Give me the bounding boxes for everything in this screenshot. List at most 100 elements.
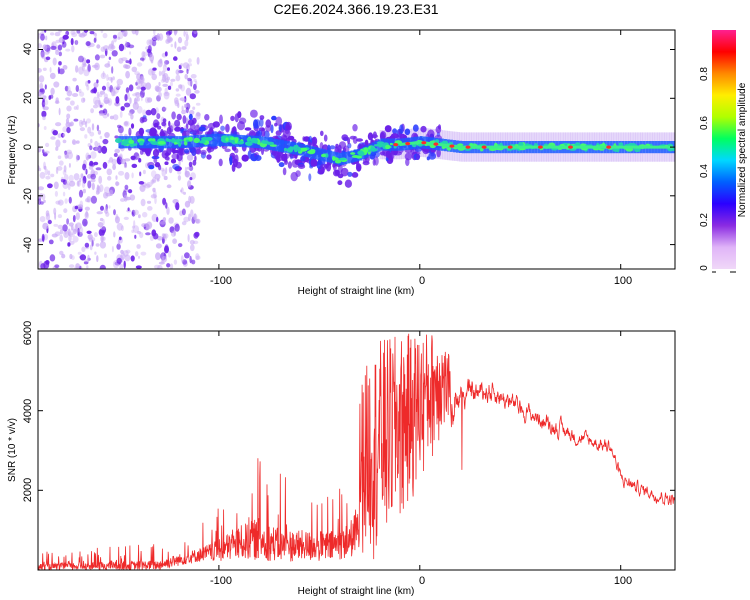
noise-speck <box>63 208 68 214</box>
spectral-blob <box>219 114 223 124</box>
noise-speck <box>38 43 42 49</box>
noise-speck <box>189 177 193 181</box>
spectral-blob <box>394 151 402 156</box>
noise-speck <box>111 245 114 253</box>
noise-speck <box>85 156 89 161</box>
noise-speck <box>68 174 74 183</box>
noise-speck <box>116 243 121 250</box>
ridge-band <box>275 139 279 152</box>
noise-speck <box>91 88 98 93</box>
noise-speck <box>41 193 46 201</box>
noise-speck <box>150 194 158 199</box>
noise-speck <box>42 115 46 121</box>
spectral-blob <box>259 115 265 120</box>
noise-speck <box>110 45 116 50</box>
noise-speck <box>102 161 108 169</box>
y-tick-label-top-40: 40 <box>22 43 34 55</box>
noise-speck <box>62 126 68 133</box>
ridge-core <box>225 137 229 142</box>
noise-speck <box>53 181 59 190</box>
noise-speck <box>43 95 47 100</box>
noise-speck <box>78 226 84 235</box>
noise-speck <box>62 34 69 40</box>
noise-speck <box>134 234 137 239</box>
noise-speck <box>92 104 99 109</box>
noise-speck <box>164 51 168 57</box>
ridge-band <box>305 144 309 158</box>
noise-speck <box>183 103 187 108</box>
noise-speck <box>99 217 104 222</box>
noise-speck <box>195 80 198 86</box>
noise-speck <box>97 130 101 135</box>
noise-speck <box>52 130 58 136</box>
noise-speck <box>161 169 166 177</box>
spectral-blob <box>290 171 298 182</box>
noise-speck <box>57 214 63 219</box>
noise-speck <box>181 46 187 50</box>
noise-speck <box>70 225 74 231</box>
noise-speck <box>166 206 170 215</box>
noise-speck <box>54 264 60 269</box>
noise-speck <box>175 88 180 92</box>
noise-speck <box>173 56 178 61</box>
noise-speck <box>58 68 65 75</box>
noise-speck <box>185 87 192 96</box>
noise-speck <box>120 158 127 165</box>
noise-speck <box>62 169 67 176</box>
ridge-core <box>198 140 206 144</box>
noise-speck <box>162 83 169 87</box>
spectral-blob <box>319 142 324 151</box>
noise-speck <box>101 145 108 154</box>
noise-speck <box>168 120 171 127</box>
noise-speck <box>104 63 111 68</box>
noise-speck <box>176 113 182 121</box>
spectral-blob <box>352 124 358 132</box>
noise-speck <box>152 34 158 41</box>
noise-speck <box>107 60 110 66</box>
noise-speck <box>156 33 160 42</box>
noise-speck <box>181 208 186 216</box>
noise-speck <box>166 263 171 268</box>
noise-speck <box>183 30 186 37</box>
spectral-blob <box>206 154 212 160</box>
noise-speck <box>125 40 128 47</box>
noise-speck <box>118 170 125 176</box>
noise-speck <box>158 70 162 77</box>
noise-speck <box>111 40 115 47</box>
noise-speck <box>55 49 60 56</box>
spectral-blob <box>161 121 167 127</box>
noise-speck <box>65 97 71 101</box>
noise-speck <box>163 91 170 100</box>
x-tick-label-bottom-0: 0 <box>419 575 425 587</box>
noise-speck <box>65 118 70 124</box>
noise-speck <box>39 92 45 99</box>
noise-speck <box>58 30 62 33</box>
noise-speck <box>62 139 67 144</box>
noise-speck <box>120 252 126 260</box>
noise-speck <box>140 86 146 91</box>
noise-speck <box>185 122 189 130</box>
ridge-band <box>317 147 321 160</box>
spectral-blob <box>139 149 144 155</box>
spectrogram-panel: -100 0 100 -40 -20 0 20 40 Height of str… <box>7 29 676 297</box>
noise-speck <box>182 259 188 265</box>
noise-speck <box>38 91 42 97</box>
noise-speck <box>190 209 194 218</box>
noise-speck <box>188 213 191 222</box>
noise-speck <box>78 66 84 75</box>
noise-speck <box>174 41 177 49</box>
noise-speck <box>111 50 118 57</box>
noise-speck <box>68 196 72 204</box>
noise-speck <box>114 216 120 224</box>
spectral-blob <box>323 134 328 142</box>
noise-speck <box>40 263 46 269</box>
noise-speck <box>177 170 182 175</box>
noise-speck <box>85 168 88 175</box>
spectral-blob <box>250 109 258 118</box>
spectral-blob <box>198 126 206 132</box>
ridge-core <box>236 140 245 145</box>
noise-speck <box>82 65 85 72</box>
noise-speck <box>40 51 45 59</box>
noise-speck <box>99 112 105 116</box>
noise-speck <box>66 127 71 134</box>
